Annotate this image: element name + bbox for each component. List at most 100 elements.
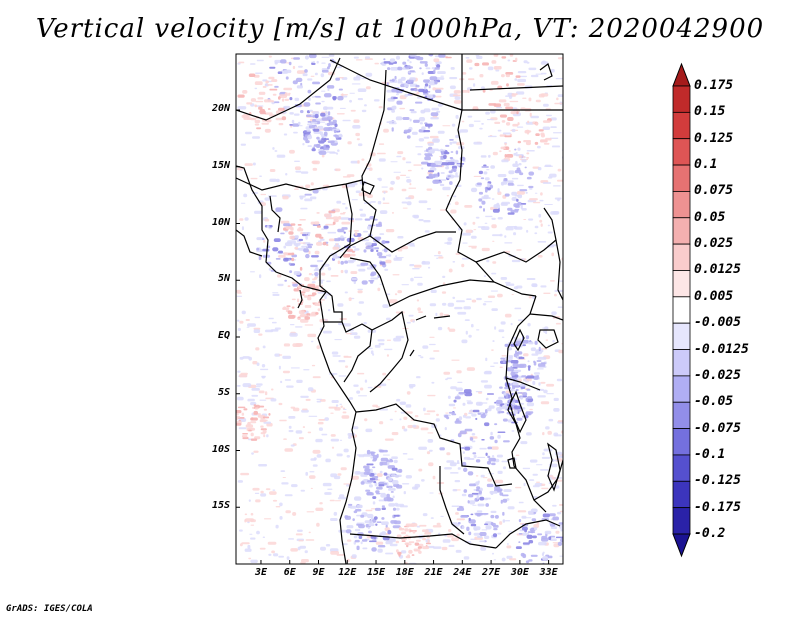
velocity-speckle (471, 492, 479, 495)
velocity-speckle (354, 539, 360, 543)
velocity-speckle (260, 112, 267, 115)
colorbar-box (672, 85, 691, 113)
velocity-speckle (396, 100, 403, 105)
velocity-speckle (434, 164, 443, 167)
velocity-speckle (281, 40, 285, 43)
velocity-speckle (526, 402, 535, 407)
velocity-speckle (243, 117, 252, 120)
velocity-speckle (290, 406, 296, 409)
velocity-speckle (475, 459, 481, 463)
velocity-speckle (515, 160, 518, 165)
velocity-speckle (449, 181, 453, 185)
velocity-speckle (332, 96, 337, 100)
velocity-speckle (303, 248, 309, 253)
velocity-speckle (237, 292, 242, 294)
velocity-speckle (538, 541, 547, 546)
velocity-speckle (375, 523, 378, 526)
velocity-speckle (408, 314, 414, 317)
velocity-speckle (290, 444, 295, 447)
velocity-speckle (468, 123, 474, 128)
velocity-speckle (530, 554, 538, 557)
velocity-speckle (369, 280, 374, 284)
velocity-speckle (545, 339, 549, 341)
velocity-speckle (530, 347, 537, 352)
velocity-speckle (498, 99, 507, 103)
velocity-speckle (514, 170, 522, 174)
velocity-speckle (297, 224, 302, 226)
velocity-speckle (556, 378, 562, 382)
velocity-speckle (441, 291, 447, 294)
velocity-speckle (324, 492, 332, 495)
velocity-speckle (316, 212, 320, 214)
velocity-speckle (424, 150, 427, 153)
velocity-speckle (516, 198, 519, 202)
velocity-speckle (561, 155, 563, 160)
velocity-speckle (409, 54, 417, 57)
velocity-speckle (515, 388, 519, 392)
velocity-speckle (484, 301, 493, 303)
velocity-speckle (463, 467, 468, 472)
velocity-speckle (549, 535, 556, 538)
velocity-speckle (534, 225, 539, 229)
velocity-speckle (424, 83, 429, 87)
border-zambia-mozambique (495, 519, 561, 549)
velocity-speckle (477, 503, 485, 507)
velocity-speckle (419, 61, 428, 64)
velocity-speckle (242, 114, 250, 118)
velocity-speckle (421, 167, 424, 170)
velocity-speckle (272, 293, 280, 296)
velocity-speckle (481, 226, 490, 230)
colorbar-box (672, 191, 691, 219)
velocity-speckle (433, 546, 442, 549)
velocity-speckle (370, 350, 374, 354)
velocity-speckle (376, 252, 383, 257)
velocity-speckle (471, 413, 477, 417)
velocity-speckle (505, 95, 513, 97)
velocity-speckle (340, 260, 344, 265)
velocity-speckle (310, 121, 318, 124)
velocity-speckle (248, 557, 252, 560)
velocity-speckle (242, 356, 250, 359)
velocity-speckle (499, 386, 503, 389)
velocity-speckle (327, 116, 333, 121)
velocity-speckle (316, 400, 322, 403)
velocity-speckle (272, 489, 276, 491)
velocity-speckle (236, 421, 242, 424)
velocity-speckle (513, 405, 522, 410)
colorbar-box (672, 270, 691, 298)
velocity-speckle (323, 144, 326, 149)
velocity-speckle (254, 436, 261, 440)
velocity-speckle (560, 538, 563, 543)
velocity-speckle (473, 532, 480, 536)
velocity-speckle (480, 177, 485, 180)
velocity-speckle (469, 483, 477, 487)
velocity-speckle (280, 220, 290, 224)
velocity-speckle (529, 479, 535, 481)
velocity-speckle (415, 146, 423, 148)
lat-label: EQ (217, 330, 230, 341)
velocity-speckle (336, 66, 342, 69)
border-tanzania-zambia (533, 459, 563, 501)
velocity-speckle (499, 521, 503, 525)
velocity-speckle (537, 533, 543, 536)
velocity-speckle (413, 276, 423, 278)
velocity-speckle (520, 552, 525, 557)
velocity-speckle (488, 135, 497, 138)
velocity-speckle (428, 174, 436, 179)
grads-credit: GrADS: IGES/COLA (6, 604, 93, 614)
velocity-speckle (253, 329, 261, 333)
velocity-speckle (336, 554, 345, 556)
velocity-speckle (300, 561, 306, 564)
velocity-speckle (462, 461, 467, 467)
velocity-speckle (409, 118, 412, 122)
velocity-speckle (254, 104, 258, 108)
velocity-speckle (298, 65, 303, 68)
velocity-speckle (324, 137, 327, 142)
velocity-speckle (429, 50, 435, 52)
velocity-speckle (346, 525, 354, 529)
velocity-speckle (508, 530, 512, 533)
velocity-speckle (364, 218, 371, 221)
border-small-1 (236, 229, 263, 257)
velocity-speckle (388, 503, 395, 507)
velocity-speckle (433, 58, 440, 63)
